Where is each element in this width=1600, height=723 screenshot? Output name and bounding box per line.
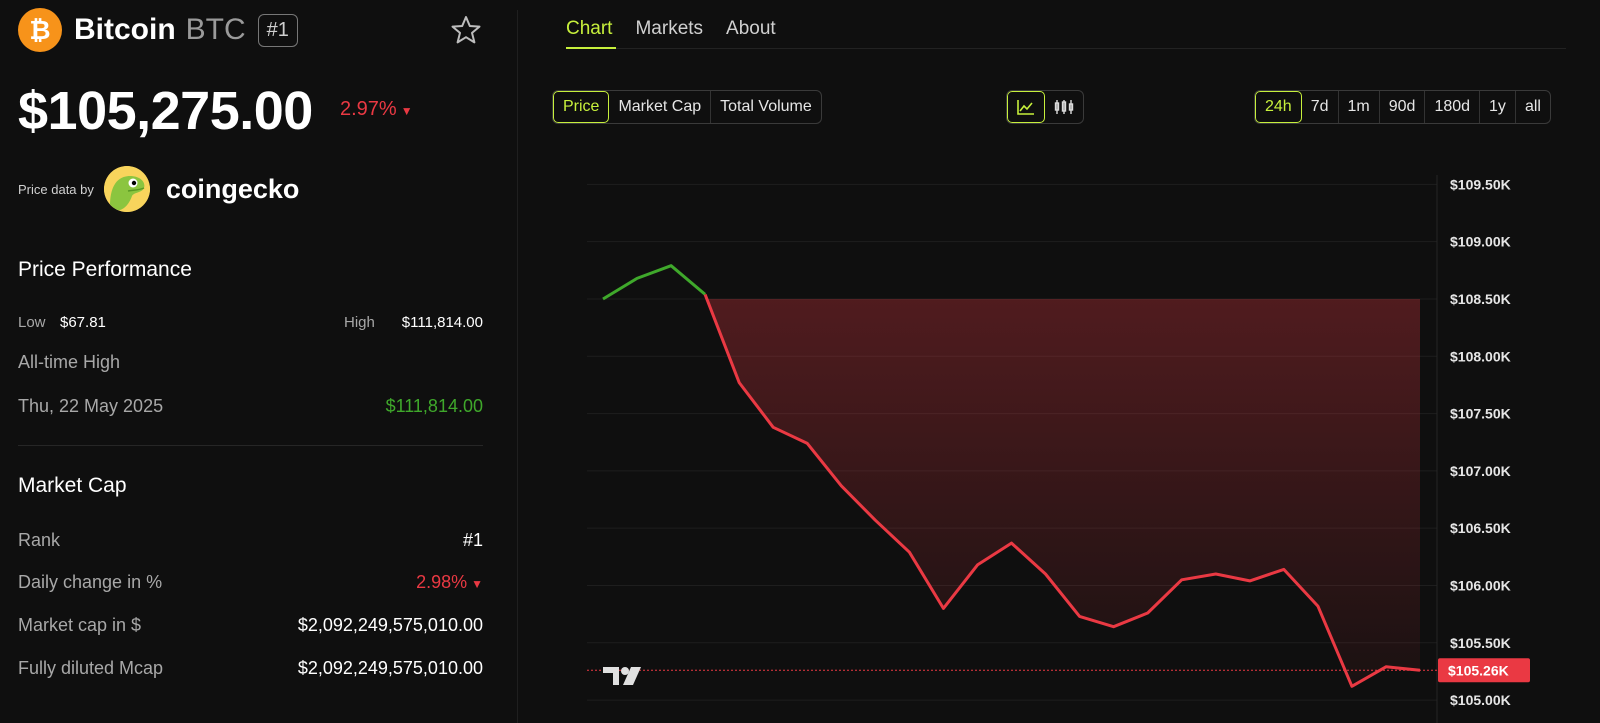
tab-chart[interactable]: Chart <box>566 18 613 39</box>
stat-value: #1 <box>462 530 483 550</box>
candlestick-chart-icon[interactable] <box>1045 91 1083 123</box>
range-180d-button[interactable]: 180d <box>1425 91 1481 123</box>
price-performance-title: Price Performance <box>18 258 192 281</box>
market-cap-button[interactable]: Market Cap <box>609 91 712 123</box>
price-change-value: 2.97% <box>340 98 397 120</box>
y-axis-ticks: $109.50K $109.00K $108.50K $108.00K $107.50K… <box>1450 176 1511 708</box>
line-chart-icon[interactable] <box>1007 91 1045 123</box>
current-price-label: $105.26K <box>1448 662 1509 678</box>
stat-label: Market cap in $ <box>18 615 142 635</box>
high-value: $111,814.00 <box>401 314 483 331</box>
chart-type-selector <box>1006 90 1084 124</box>
price-line-up <box>602 264 707 301</box>
provider-name[interactable]: coingecko <box>165 173 300 204</box>
y-tick-label: $109.50K <box>1450 176 1511 192</box>
price-button[interactable]: Price <box>553 91 610 123</box>
ath-row: All-time High <box>18 352 483 376</box>
low-label: Low <box>18 314 46 331</box>
tradingview-logo-icon[interactable] <box>603 667 641 685</box>
y-tick-label: $108.00K <box>1450 348 1511 364</box>
down-arrow-icon: ▼ <box>400 104 413 118</box>
current-price-badge: $105.26K <box>1438 658 1530 683</box>
stat-label: Rank <box>18 530 61 550</box>
coin-name: Bitcoin <box>74 13 176 46</box>
current-price: $105,275.00 <box>18 81 313 141</box>
tab-markets[interactable]: Markets <box>635 18 704 39</box>
coin-info-panel: ₿ Bitcoin BTC #1 $105,275.00 2.97% ▼ Pric… <box>0 0 500 723</box>
tab-about[interactable]: About <box>726 18 776 39</box>
coingecko-logo-icon[interactable] <box>103 166 150 212</box>
price-data-attribution: Price data by coingecko <box>18 166 299 212</box>
high-label: High <box>344 314 375 331</box>
ath-label: All-time High <box>18 352 121 372</box>
y-tick-label: $109.00K <box>1450 234 1511 250</box>
stat-value-change: 2.98% ▼ <box>416 572 483 593</box>
stat-value: $2,092,249,575,010.00 <box>297 658 483 678</box>
coin-header: ₿ Bitcoin BTC #1 <box>18 8 298 52</box>
range-7d-button[interactable]: 7d <box>1302 91 1339 123</box>
bitcoin-logo-icon: ₿ <box>18 8 62 52</box>
range-90d-button[interactable]: 90d <box>1380 91 1426 123</box>
rank-badge: #1 <box>257 13 298 47</box>
price-change: 2.97% ▼ <box>340 98 413 121</box>
y-tick-label: $108.50K <box>1450 291 1511 307</box>
y-tick-label: $107.50K <box>1450 406 1511 422</box>
price-chart-svg[interactable]: $109.50K $109.00K $108.50K $108.00K $107.50K… <box>540 150 1600 723</box>
total-volume-button[interactable]: Total Volume <box>720 98 812 115</box>
coin-symbol: BTC <box>185 13 246 46</box>
stat-row-rank: Rank #1 <box>18 530 483 554</box>
stat-label: Fully diluted Mcap <box>18 658 164 678</box>
stat-row-market-cap: Market cap in $ $2,092,249,575,010.00 <box>18 615 483 639</box>
range-1y-button[interactable]: 1y <box>1480 91 1516 123</box>
down-arrow-icon: ▼ <box>471 577 483 591</box>
favorite-star-icon[interactable] <box>450 14 482 46</box>
price-data-label: Price data by <box>18 181 94 197</box>
y-tick-label: $105.00K <box>1450 692 1511 708</box>
low-high-row: Low $67.81 High $111,814.00 <box>18 312 483 336</box>
range-1m-button[interactable]: 1m <box>1339 91 1380 123</box>
panel-divider <box>517 10 518 723</box>
market-cap-title: Market Cap <box>18 474 127 497</box>
y-tick-label: $105.50K <box>1450 635 1511 651</box>
ath-value: $111,814.00 <box>385 396 483 416</box>
current-price-badge-bg <box>1438 658 1530 683</box>
y-tick-label: $106.50K <box>1450 520 1511 536</box>
time-range-selector: 24h 7d 1m 90d 180d 1y all <box>1254 90 1551 124</box>
ath-date: Thu, 22 May 2025 <box>18 396 164 416</box>
section-divider <box>18 445 483 446</box>
tab-bar: Chart Markets About <box>566 18 799 40</box>
stat-row-daily-change: Daily change in % 2.98% ▼ <box>18 572 483 596</box>
y-tick-label: $107.00K <box>1450 463 1511 479</box>
price-chart[interactable]: $109.50K $109.00K $108.50K $108.00K $107.50K… <box>540 150 1600 723</box>
low-value: $67.81 <box>60 314 106 331</box>
stat-value: $2,092,249,575,010.00 <box>297 615 483 635</box>
stat-label: Daily change in % <box>18 572 163 592</box>
active-tab-indicator <box>566 47 616 49</box>
stat-row-fdv: Fully diluted Mcap $2,092,249,575,010.00 <box>18 658 483 682</box>
ath-date-row: Thu, 22 May 2025 $111,814.00 <box>18 396 483 420</box>
daily-change-value: 2.98% <box>416 572 468 592</box>
tab-bar-border <box>566 48 1566 49</box>
price-area-fill <box>705 294 1420 687</box>
price-line-down <box>703 293 1421 688</box>
svg-text:₿: ₿ <box>29 15 50 45</box>
range-24h-button[interactable]: 24h <box>1255 91 1302 123</box>
y-tick-label: $106.00K <box>1450 577 1511 593</box>
metric-selector: Price Market Cap Total Volume <box>552 90 822 124</box>
range-all-button[interactable]: all <box>1524 98 1541 115</box>
